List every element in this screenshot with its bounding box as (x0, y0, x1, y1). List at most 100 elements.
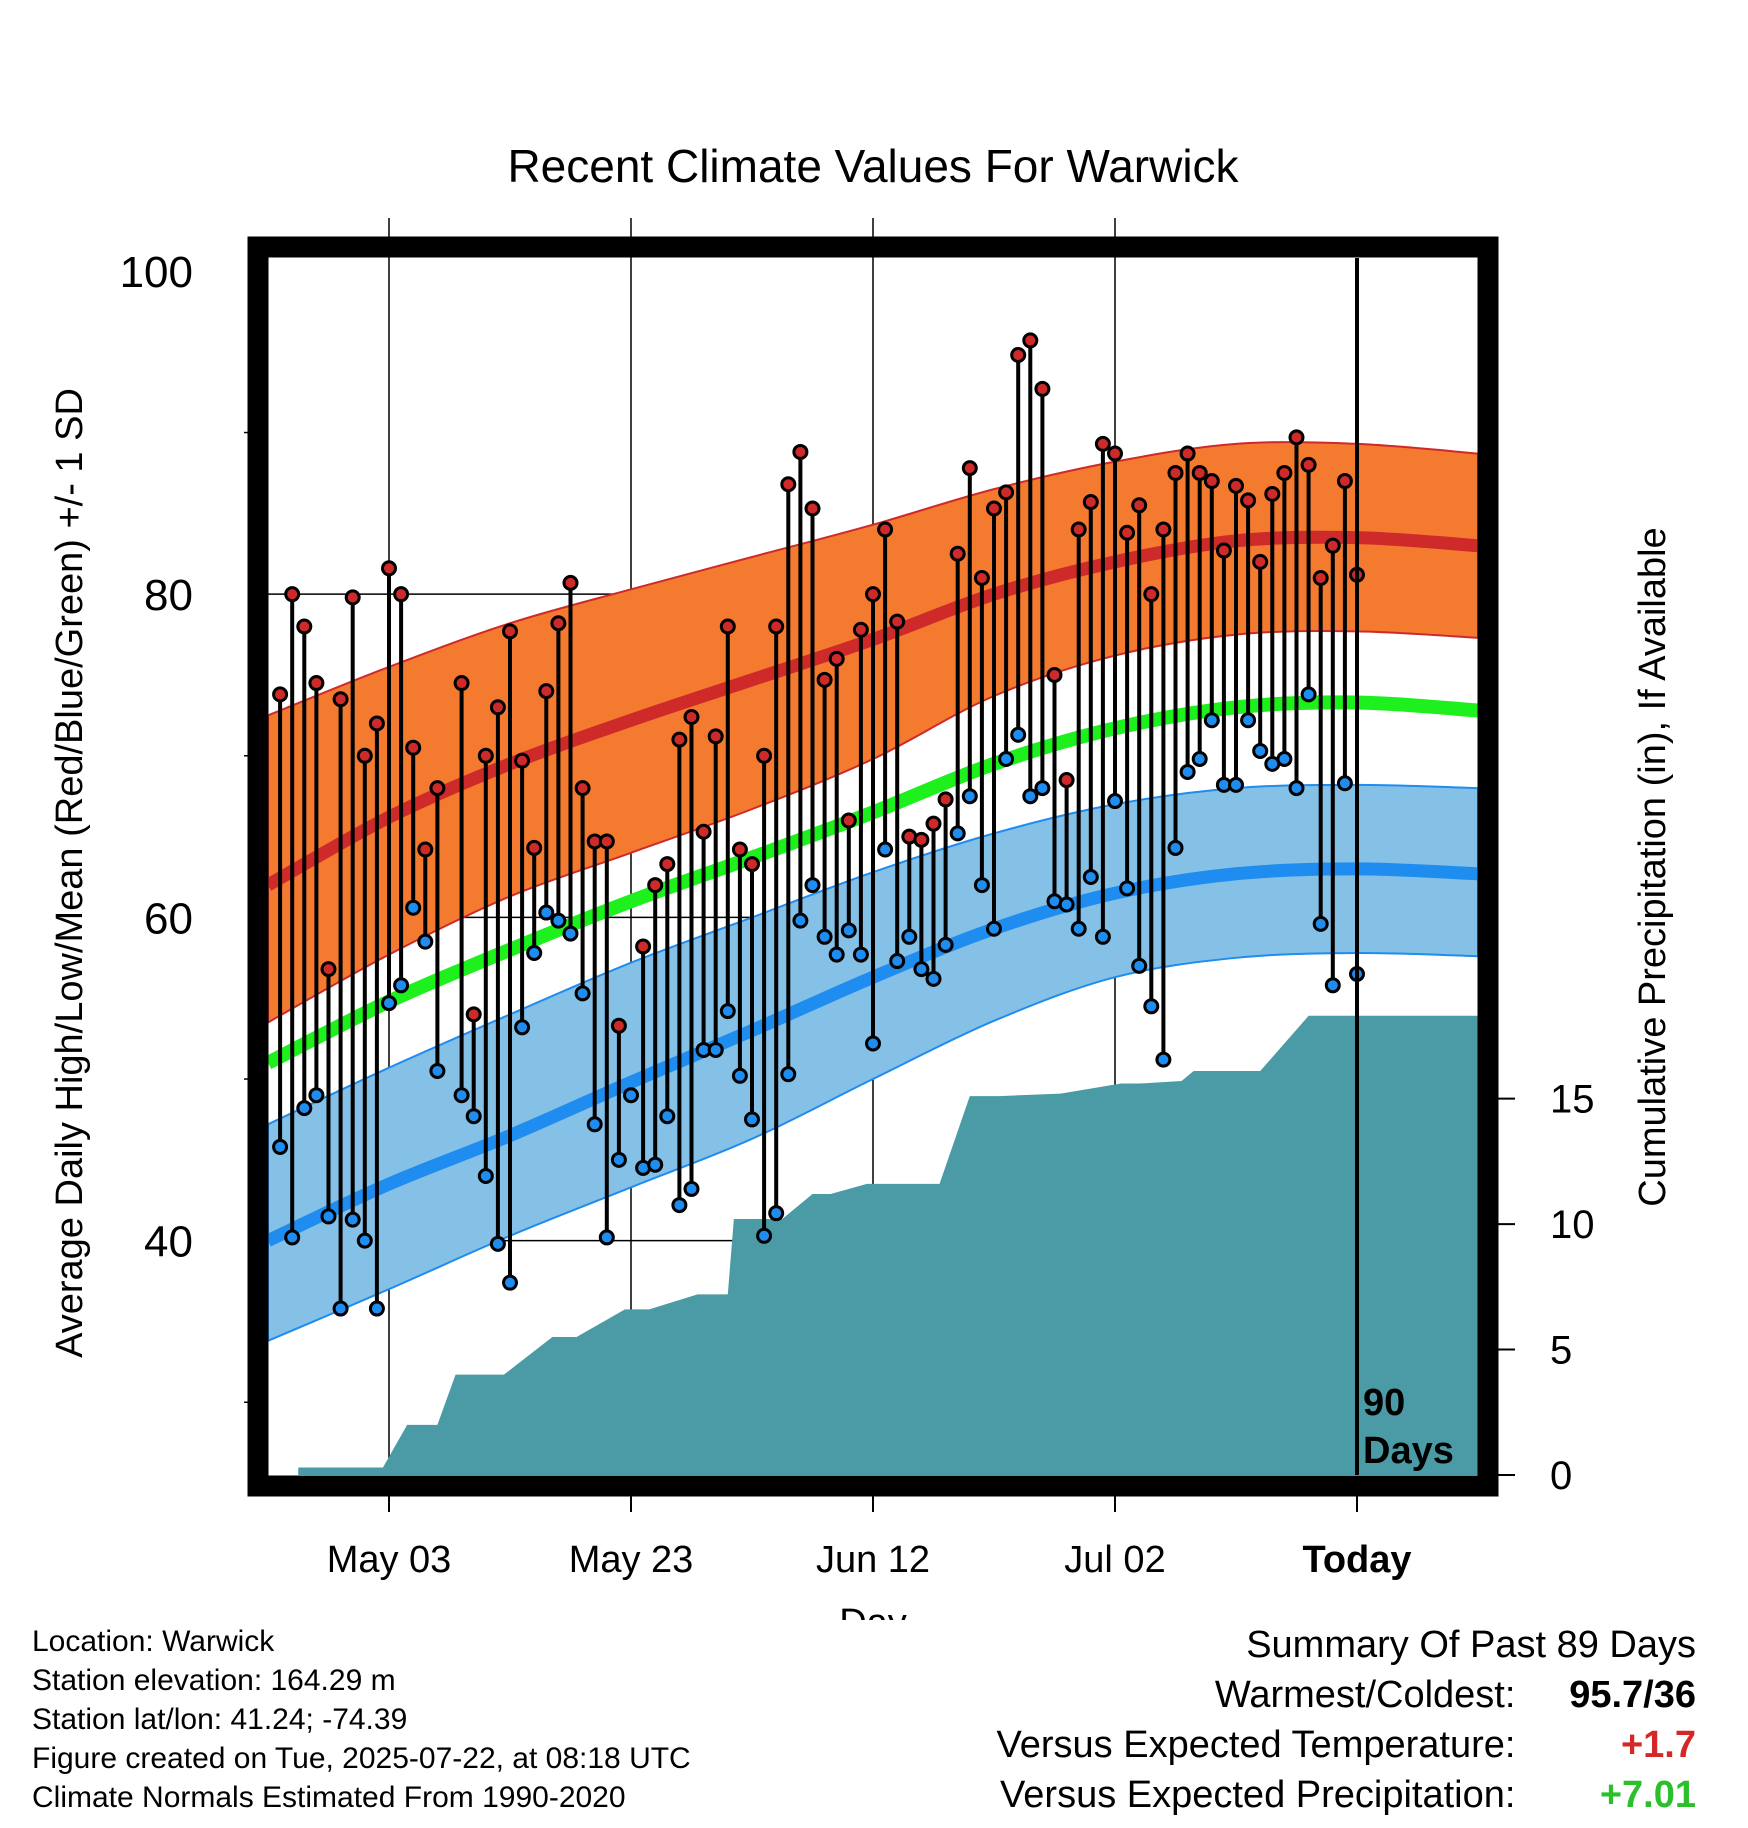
precipitation-area (298, 1015, 1478, 1475)
daily-low-point (1131, 957, 1148, 974)
daily-low-point (1107, 793, 1123, 810)
daily-high-point (925, 815, 942, 832)
y2-tick-label: 10 (1550, 1203, 1595, 1247)
daily-low-point (598, 1229, 615, 1246)
daily-low-point (381, 995, 397, 1012)
today-days-label: 90 (1363, 1382, 1405, 1424)
daily-high-point (756, 747, 773, 764)
daily-low-point (284, 1229, 301, 1246)
daily-low-point (1167, 839, 1184, 856)
daily-low-point (659, 1108, 676, 1125)
daily-low-point (1119, 880, 1136, 897)
created-text: Figure created on Tue, 2025-07-22, at 08… (32, 1742, 691, 1775)
daily-high-point (405, 739, 422, 756)
daily-high-point (574, 780, 591, 797)
daily-low-point (1070, 920, 1087, 937)
daily-low-point (889, 953, 906, 970)
y-tick-label: 80 (144, 571, 193, 620)
daily-low-point (586, 1116, 603, 1133)
daily-high-point (1082, 494, 1099, 511)
y2-tick-label: 0 (1550, 1454, 1572, 1498)
daily-low-point (1022, 788, 1039, 805)
daily-high-point (961, 460, 978, 477)
daily-low-point (961, 788, 978, 805)
daily-high-point (489, 699, 506, 716)
daily-high-point (913, 831, 930, 848)
daily-high-point (1240, 492, 1257, 509)
climate-chart: 90 Days 100 80 60 40 15 10 5 0 May 03 May 23 Jun 12… (49, 140, 1674, 1620)
daily-high-point (671, 731, 688, 748)
daily-low-point (562, 925, 579, 942)
daily-high-point (683, 709, 700, 726)
daily-high-point (526, 839, 543, 856)
latlon-text: Station lat/lon: 41.24; -74.39 (32, 1703, 408, 1736)
daily-low-point (356, 1232, 373, 1249)
precip-diff-row: Versus Expected Precipitation: +7.01 (997, 1770, 1696, 1820)
daily-low-point (610, 1151, 627, 1168)
daily-low-point (780, 1066, 797, 1083)
daily-high-point (1046, 666, 1063, 683)
daily-low-point (998, 751, 1015, 768)
daily-high-point (332, 691, 349, 708)
daily-low-point (865, 1035, 881, 1052)
daily-low-point (804, 877, 821, 894)
daily-low-point (574, 985, 591, 1002)
daily-high-point (1228, 477, 1244, 494)
elevation-text: Station elevation: 164.29 m (32, 1664, 396, 1697)
daily-low-point (1276, 751, 1293, 768)
daily-high-point (719, 618, 736, 635)
daily-high-point (1336, 473, 1353, 490)
daily-low-point (877, 841, 894, 858)
daily-high-point (417, 841, 434, 858)
daily-high-point (1300, 456, 1317, 473)
daily-high-point (1191, 464, 1208, 481)
y-axis-label: Average Daily High/Low/Mean (Red/Blue/Gr… (49, 388, 91, 1358)
daily-high-point (320, 961, 337, 978)
daily-low-point (1228, 776, 1244, 793)
daily-high-point (647, 877, 664, 894)
daily-high-point (768, 618, 785, 635)
daily-high-point (1034, 380, 1051, 397)
daily-high-point (1215, 542, 1232, 559)
daily-low-point (477, 1168, 494, 1185)
chart-title: Recent Climate Values For Warwick (507, 140, 1239, 192)
daily-high-point (1179, 445, 1196, 462)
daily-low-point (1203, 712, 1220, 729)
daily-high-point (598, 833, 615, 850)
daily-high-point (502, 623, 518, 640)
daily-high-point (889, 613, 906, 630)
daily-high-point (393, 586, 410, 603)
daily-low-point (296, 1100, 313, 1117)
daily-high-point (659, 856, 676, 873)
daily-high-point (429, 780, 446, 797)
daily-low-point (332, 1300, 349, 1317)
daily-low-point (1094, 928, 1111, 945)
daily-low-point (949, 825, 966, 842)
daily-high-point (792, 443, 809, 460)
daily-high-point (840, 812, 857, 829)
daily-low-point (1288, 780, 1305, 797)
daily-low-point (1300, 686, 1317, 703)
daily-high-point (1276, 464, 1293, 481)
daily-low-point (1143, 998, 1160, 1015)
daily-high-point (1155, 521, 1172, 538)
daily-low-point (1034, 780, 1051, 797)
precip-diff-value: +7.01 (1599, 1774, 1696, 1816)
daily-high-point (949, 545, 966, 562)
daily-low-point (816, 928, 833, 945)
daily-high-point (272, 686, 289, 703)
daily-low-point (405, 899, 422, 916)
daily-high-point (514, 752, 531, 769)
daily-high-point (937, 791, 954, 808)
daily-high-point (465, 1006, 482, 1023)
daily-low-point (623, 1087, 639, 1104)
daily-low-point (1240, 712, 1257, 729)
today-days-label: Days (1363, 1430, 1454, 1472)
daily-high-point (1119, 524, 1136, 541)
station-info: Location: Warwick Station elevation: 164… (32, 1622, 691, 1817)
daily-high-point (381, 560, 397, 577)
daily-low-point (526, 944, 543, 961)
daily-low-point (937, 936, 954, 953)
daily-low-point (707, 1041, 724, 1058)
daily-high-point (296, 618, 313, 635)
